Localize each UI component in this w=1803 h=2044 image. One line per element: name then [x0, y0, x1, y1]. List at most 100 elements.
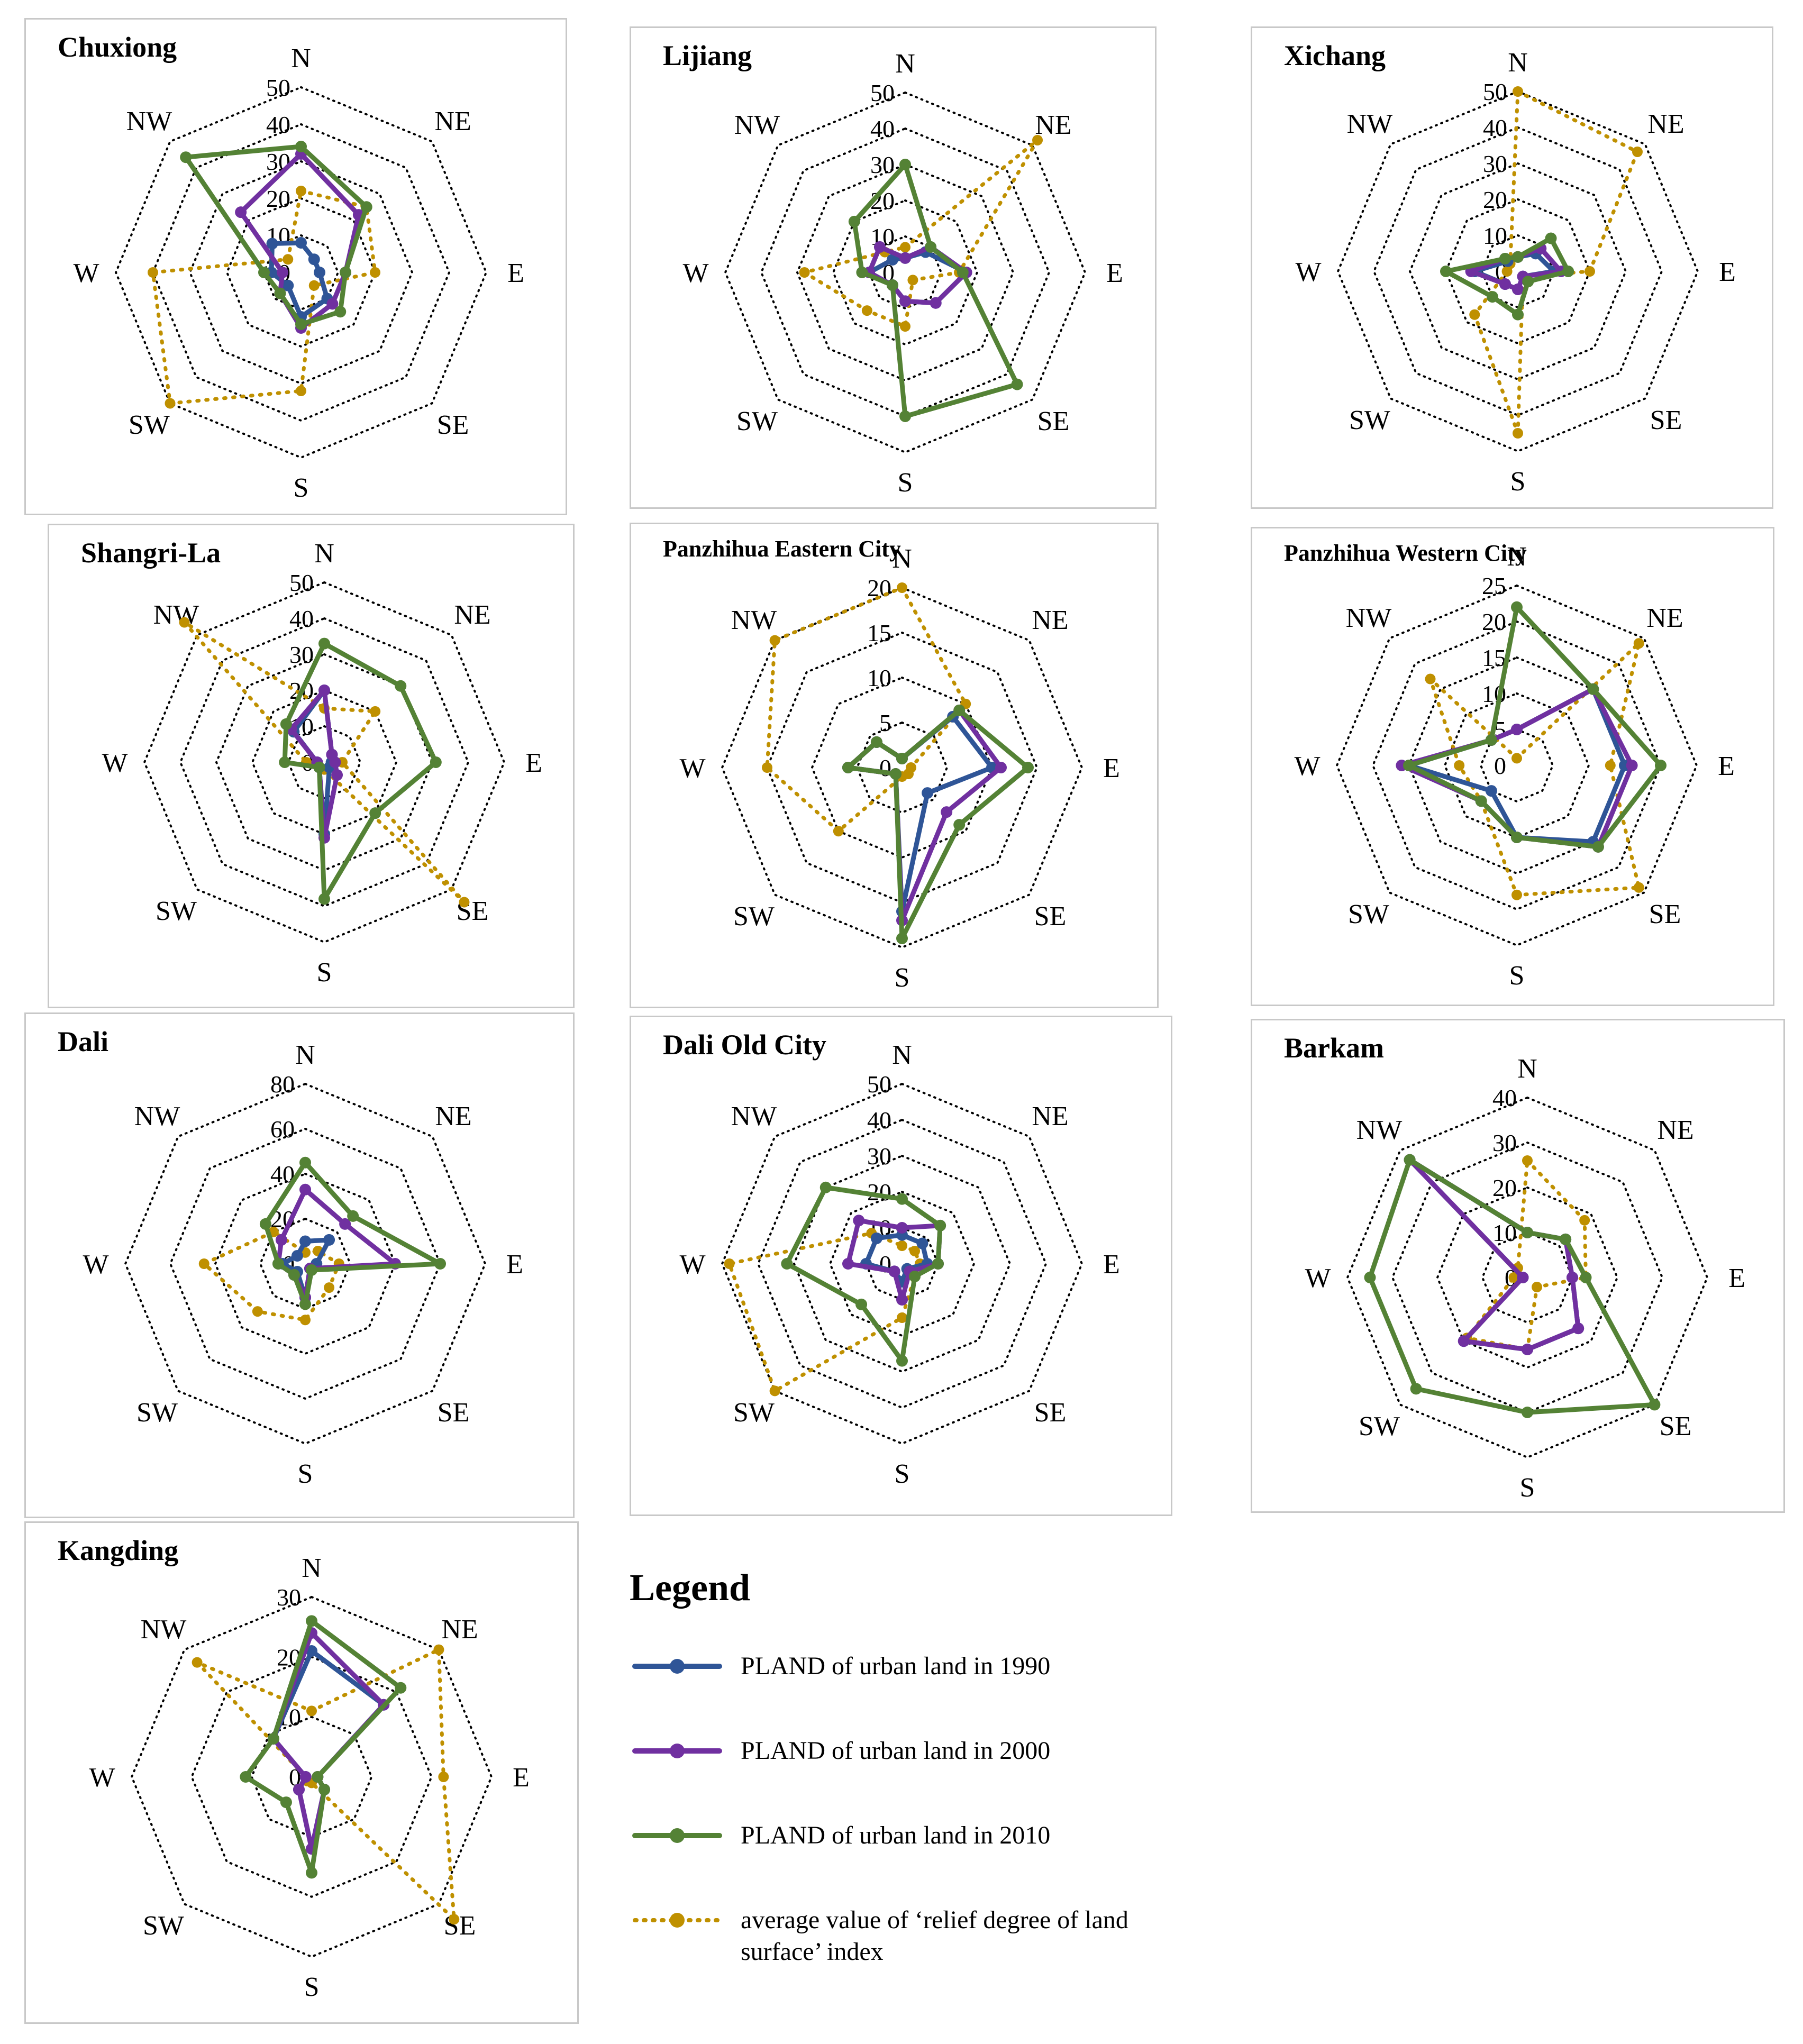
series-point-relief-n: [1513, 86, 1523, 97]
radar-chart-barkam: 010203040NNEESESSWWNW: [1305, 1054, 1745, 1503]
direction-label-s: S: [294, 473, 309, 503]
tick-label: 40: [867, 1107, 891, 1134]
series-line-relief: [183, 620, 466, 904]
tick-label: 40: [1483, 114, 1507, 141]
direction-label-s: S: [317, 957, 332, 988]
series-point-y2000-w: [277, 267, 288, 278]
tick-label: 30: [1492, 1129, 1517, 1156]
series-point-y2010-nw: [259, 1218, 271, 1230]
tick-label: 30: [870, 151, 895, 178]
tick-label: 20: [1482, 608, 1506, 635]
series-point-y2010-sw: [313, 761, 325, 773]
radar-panel-xichang: 0 10 20 30 40 50 N NE E SE S SW W NW Xichang: [1251, 26, 1773, 509]
direction-label-n: N: [1507, 542, 1527, 572]
direction-label-n: N: [1517, 1054, 1537, 1084]
series-point-relief-n: [296, 186, 306, 196]
direction-label-ne: NE: [434, 106, 471, 136]
series-point-y2010-ne: [347, 1210, 359, 1222]
series-point-y2000-nw: [275, 1234, 287, 1246]
direction-label-nw: NW: [1356, 1115, 1403, 1145]
grid-ring: [1479, 728, 1554, 803]
series-point-relief-nw: [179, 617, 190, 628]
tick-label: 25: [1482, 572, 1506, 599]
grid-ring: [1481, 1231, 1574, 1324]
radar-panel-lijiang: 0 10 20 30 40 50 N NE E SE S SW W NW Lijiang: [630, 26, 1157, 509]
series-point-y1990-nw: [266, 238, 278, 250]
series-line-y2010: [1406, 605, 1663, 850]
direction-label-nw: NW: [134, 1101, 180, 1132]
series-point-y2010-w: [1364, 1272, 1376, 1283]
chart-title-lijiang: Lijiang: [663, 40, 752, 71]
series-point-y2010-s: [1511, 832, 1523, 843]
series-point-y2010-sw: [1486, 291, 1498, 303]
series-point-relief-e: [438, 1772, 449, 1782]
tick-label: 30: [867, 1143, 891, 1170]
series-point-relief-s: [1513, 428, 1523, 439]
series-point-y1990-sw: [282, 279, 294, 291]
tick-label: 15: [867, 619, 891, 646]
series-point-y2010-sw: [855, 1298, 868, 1310]
radar-panel-panzhihua-east: 0 5 10 15 20 N NE E SE S SW W NW Panzhihua Eastern C…: [630, 523, 1159, 1008]
legend-swatch-marker: [670, 1744, 685, 1758]
series-point-y1990-ne: [323, 1234, 335, 1246]
legend-item-1990: PLAND of urban land in 1990: [624, 1645, 1206, 1709]
direction-label-n: N: [302, 1553, 322, 1583]
series-point-y2010-sw: [886, 279, 898, 291]
series-point-y2010-n: [1511, 601, 1523, 613]
direction-label-sw: SW: [1348, 899, 1389, 929]
tick-label: 0: [1494, 752, 1506, 779]
series-point-y2010-e: [430, 756, 442, 768]
direction-label-n: N: [892, 544, 912, 574]
tick-label: 30: [1483, 150, 1507, 177]
legend: Legend PLAND of urban land in 1990 PLAND…: [624, 1566, 1206, 1978]
series-point-y2000-e: [995, 762, 1007, 773]
series-point-relief-se: [1633, 882, 1644, 893]
series-point-y2000-e: [329, 756, 341, 768]
direction-label-e: E: [513, 1763, 530, 1793]
series-point-y2010-ne: [395, 1682, 407, 1694]
chart-title-shangrila: Shangri-La: [81, 537, 221, 569]
series-point-relief-se: [1532, 1282, 1543, 1293]
series-point-y1990-se: [922, 787, 934, 799]
series-point-y2010-n: [1522, 1227, 1533, 1238]
tick-label: 50: [289, 569, 314, 596]
direction-label-se: SE: [437, 410, 469, 440]
series-point-y2000-se: [941, 806, 953, 818]
series-point-y2010-se: [1592, 841, 1604, 853]
chart-title-panzhihua-west: Panzhihua Western City: [1284, 540, 1527, 566]
legend-swatch-2010: [632, 1828, 722, 1843]
direction-label-w: W: [1294, 751, 1320, 781]
direction-label-ne: NE: [1657, 1115, 1693, 1145]
series-point-relief-n: [306, 1705, 317, 1717]
series-point-y2010-e: [340, 267, 351, 278]
series-point-y2000-s: [1522, 1344, 1533, 1355]
series-point-y2010-ne: [925, 241, 937, 253]
direction-label-s: S: [298, 1459, 313, 1489]
series-point-relief-nw: [192, 1657, 203, 1668]
series-point-y2010-s: [1512, 308, 1524, 321]
series-point-y2000-n: [899, 252, 911, 264]
series-point-relief-sw: [861, 305, 872, 316]
series-point-y2010-nw: [819, 1181, 832, 1193]
direction-label-se: SE: [1649, 899, 1681, 929]
direction-label-e: E: [1106, 258, 1123, 288]
direction-label-nw: NW: [731, 605, 777, 635]
chart-title-dali-old: Dali Old City: [663, 1029, 827, 1061]
tick-label: 10: [867, 664, 891, 691]
grid-ring: [190, 1656, 433, 1898]
series-point-y2010-nw: [1499, 252, 1511, 264]
direction-label-e: E: [1103, 753, 1120, 783]
direction-label-w: W: [89, 1763, 115, 1793]
series-point-y2010-se: [334, 306, 347, 318]
legend-label-2000: PLAND of urban land in 2000: [741, 1737, 1051, 1765]
direction-label-w: W: [102, 748, 128, 778]
series-point-y2010-se: [306, 1264, 318, 1276]
legend-label-1990: PLAND of urban land in 1990: [741, 1652, 1051, 1680]
series-point-y2000-nw: [235, 206, 247, 218]
legend-swatch-marker: [670, 1659, 685, 1674]
grid-ring: [811, 676, 994, 859]
